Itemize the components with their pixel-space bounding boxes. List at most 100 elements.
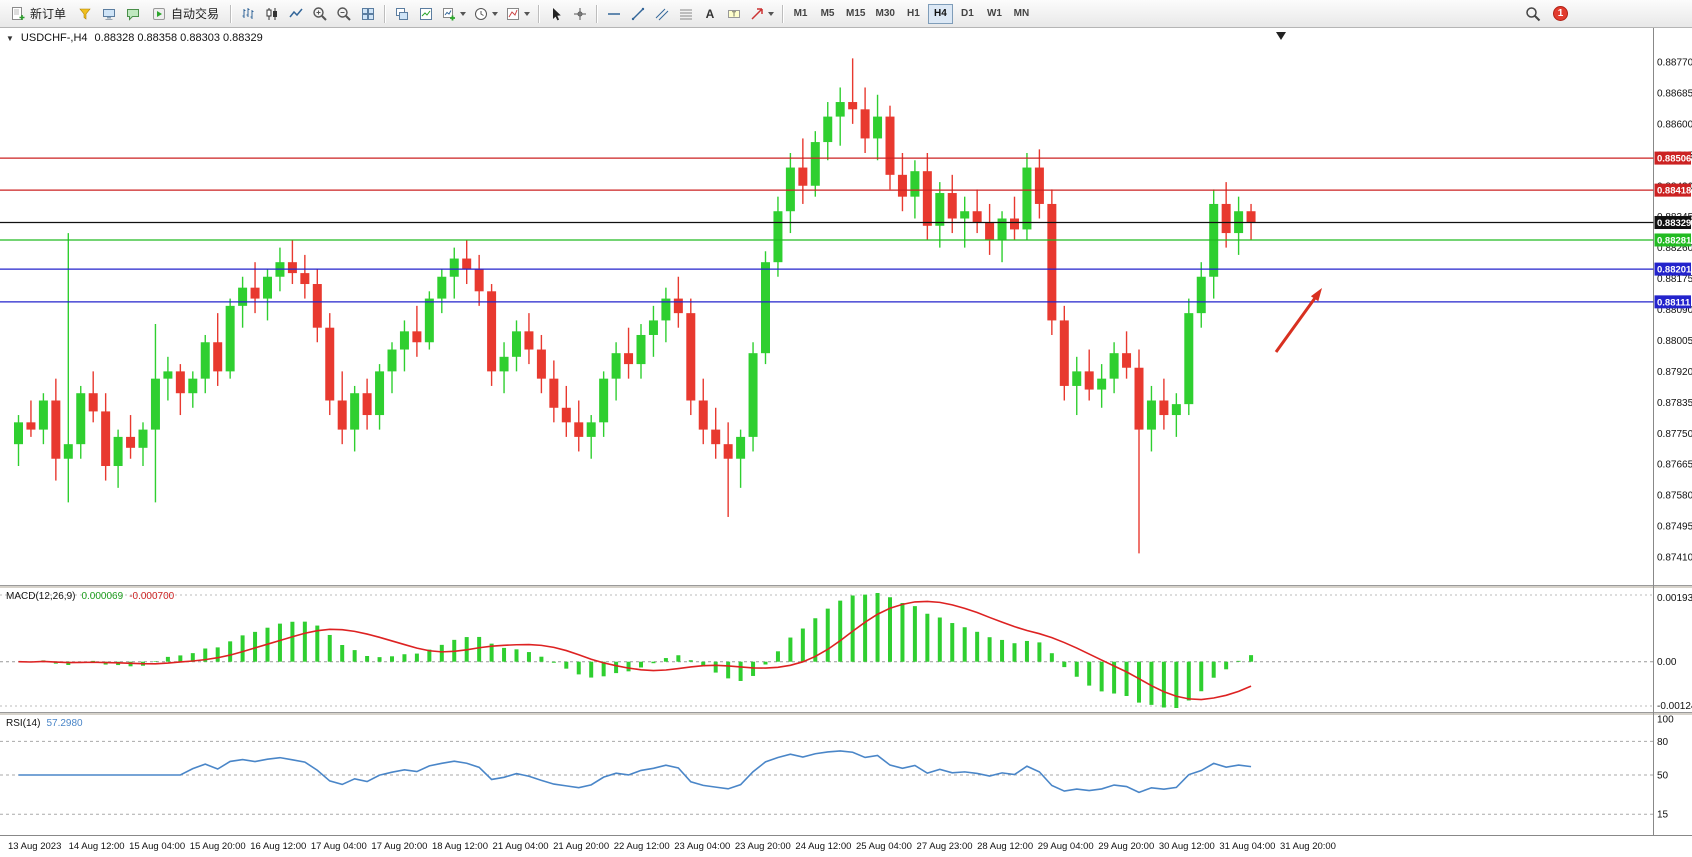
price-badge-label: 0.88201: [1657, 265, 1692, 276]
chart-list-button[interactable]: [414, 3, 437, 25]
search-button[interactable]: [1521, 3, 1544, 25]
chart-shift-marker[interactable]: [1276, 32, 1286, 40]
new-order-button[interactable]: 新订单: [4, 3, 72, 25]
funnel-icon: [78, 8, 91, 20]
price-axis-tick: 0.87750: [1657, 429, 1692, 440]
chart-ohlc-values: 0.88328 0.88358 0.88303 0.88329: [94, 32, 263, 44]
period-button[interactable]: [470, 3, 501, 25]
price-axis-tick: 0.87665: [1657, 460, 1692, 471]
current-price-line[interactable]: 0.88329: [0, 216, 1691, 230]
zoom-in-icon: [312, 6, 327, 21]
channel-tool-button[interactable]: [650, 3, 673, 25]
time-axis-label: 16 Aug 12:00: [250, 841, 306, 852]
rsi-axis-tick: 80: [1657, 737, 1669, 748]
crosshair-button[interactable]: [568, 3, 591, 25]
timeframe-h1[interactable]: H1: [901, 4, 926, 24]
timeframe-mn[interactable]: MN: [1009, 4, 1034, 24]
fibonacci-icon: [679, 9, 692, 19]
chevron-down-icon: [460, 11, 467, 16]
price-axis-tick: 0.88005: [1657, 336, 1692, 347]
auto-trading-label: 自动交易: [171, 7, 220, 21]
template-icon: [507, 7, 520, 20]
add-indicator-button[interactable]: [438, 3, 469, 25]
price-axis[interactable]: 0.887700.886850.886000.885150.884300.883…: [1657, 58, 1692, 564]
time-axis-label: 14 Aug 12:00: [69, 841, 125, 852]
time-axis-label: 29 Aug 20:00: [1098, 841, 1154, 852]
new-order-icon: [12, 6, 25, 20]
text-tool-button[interactable]: A: [698, 3, 721, 25]
time-axis-label: 15 Aug 04:00: [129, 841, 185, 852]
macd-histogram: [28, 593, 1254, 708]
time-axis-label: 13 Aug 2023: [8, 841, 61, 852]
price-axis-tick: 0.88600: [1657, 119, 1692, 130]
chat-button[interactable]: [121, 3, 144, 25]
label-tool-button[interactable]: T: [722, 3, 745, 25]
candlestick-chart-button[interactable]: [260, 3, 283, 25]
price-badge-label: 0.88281: [1657, 235, 1692, 246]
time-axis[interactable]: 13 Aug 2023 14 Aug 12:00 15 Aug 04:00 15 Au…: [8, 841, 1336, 852]
toolbar-separator: [538, 4, 540, 23]
timeframe-m5[interactable]: M5: [815, 4, 840, 24]
crosshair-icon: [573, 7, 586, 20]
timeframe-m1[interactable]: M1: [788, 4, 813, 24]
cascade-windows-button[interactable]: [390, 3, 413, 25]
arrows-tool-button[interactable]: [746, 3, 777, 25]
time-axis-label: 27 Aug 23:00: [917, 841, 973, 852]
panel-splitter[interactable]: [0, 712, 1692, 716]
zoom-in-button[interactable]: [308, 3, 331, 25]
rsi-axis-tick: 50: [1657, 771, 1669, 782]
toolbar: 新订单 自动交易: [0, 0, 1692, 28]
support-line[interactable]: 0.88111: [0, 295, 1691, 309]
rsi-name: RSI(14): [6, 718, 41, 729]
timeframe-m15[interactable]: M15: [842, 4, 869, 24]
svg-text:A: A: [705, 7, 714, 21]
bar-chart-button[interactable]: [236, 3, 259, 25]
rsi-indicator-label: RSI(14) 57.2980: [6, 718, 83, 729]
auto-trading-button[interactable]: 自动交易: [145, 3, 225, 25]
time-axis-label: 23 Aug 04:00: [674, 841, 730, 852]
candlestick-series: [14, 58, 1256, 554]
macd-axis-tick: 0.001934: [1657, 593, 1692, 604]
channel-icon: [655, 8, 668, 20]
chevron-down-icon: [492, 11, 499, 16]
toolbar-separator: [384, 4, 386, 23]
price-axis-tick: 0.88260: [1657, 243, 1692, 254]
monitor-button[interactable]: [97, 3, 120, 25]
time-axis-label: 17 Aug 20:00: [371, 841, 427, 852]
timeframe-d1[interactable]: D1: [955, 4, 980, 24]
price-axis-tick: 0.87835: [1657, 398, 1692, 409]
trendline-tool-button[interactable]: [626, 3, 649, 25]
symbol-collapse-icon[interactable]: ▼: [6, 33, 14, 43]
fibonacci-tool-button[interactable]: [674, 3, 697, 25]
cursor-button[interactable]: [544, 3, 567, 25]
resistance-line[interactable]: 0.88506: [0, 151, 1691, 165]
funnel-button[interactable]: [73, 3, 96, 25]
support-line[interactable]: 0.88201: [0, 262, 1692, 276]
timeframe-m30[interactable]: M30: [871, 4, 898, 24]
price-badge-label: 0.88329: [1657, 218, 1691, 229]
tile-windows-button[interactable]: [356, 3, 379, 25]
horizontal-line-tool-button[interactable]: [602, 3, 625, 25]
rsi-value: 57.2980: [46, 718, 83, 729]
price-badge: [1654, 262, 1691, 276]
time-axis-label: 23 Aug 20:00: [735, 841, 791, 852]
resistance-line[interactable]: 0.88418: [0, 183, 1691, 197]
macd-signal-line: [18, 600, 1252, 701]
price-badge-label: 0.88506: [1657, 154, 1691, 165]
toolbar-separator: [782, 4, 784, 23]
template-button[interactable]: [502, 3, 533, 25]
chevron-down-icon: [768, 11, 775, 16]
time-axis-label: 24 Aug 12:00: [795, 841, 851, 852]
notification-badge[interactable]: 1: [1553, 6, 1568, 21]
timeframe-w1[interactable]: W1: [982, 4, 1007, 24]
search-icon: [1525, 6, 1540, 21]
line-chart-button[interactable]: [284, 3, 307, 25]
arrow-annotation[interactable]: [1274, 288, 1322, 353]
timeframe-h4[interactable]: H4: [927, 3, 953, 24]
panel-splitter[interactable]: [0, 585, 1692, 589]
macd-name: MACD(12,26,9): [6, 591, 76, 602]
support-line[interactable]: 0.88281: [0, 233, 1692, 247]
zoom-out-button[interactable]: [332, 3, 355, 25]
